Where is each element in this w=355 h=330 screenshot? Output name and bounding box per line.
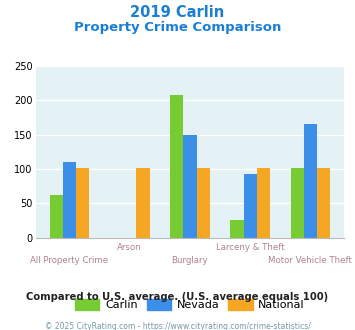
Bar	[76, 168, 89, 238]
Text: Motor Vehicle Theft: Motor Vehicle Theft	[268, 256, 353, 265]
Text: © 2025 CityRating.com - https://www.cityrating.com/crime-statistics/: © 2025 CityRating.com - https://www.city…	[45, 322, 310, 330]
Bar	[317, 168, 330, 238]
Bar	[63, 162, 76, 238]
Text: All Property Crime: All Property Crime	[31, 256, 109, 265]
Text: 2019 Carlin: 2019 Carlin	[130, 5, 225, 20]
Text: Larceny & Theft: Larceny & Theft	[216, 243, 284, 251]
Bar	[183, 135, 197, 238]
Bar	[257, 168, 270, 238]
Text: Property Crime Comparison: Property Crime Comparison	[74, 21, 281, 34]
Bar	[304, 124, 317, 238]
Text: Arson: Arson	[118, 243, 142, 251]
Bar	[50, 195, 63, 238]
Bar	[136, 168, 149, 238]
Text: Burglary: Burglary	[171, 256, 208, 265]
Text: Compared to U.S. average. (U.S. average equals 100): Compared to U.S. average. (U.S. average …	[26, 292, 329, 302]
Bar	[290, 168, 304, 238]
Bar	[244, 174, 257, 238]
Bar	[170, 95, 183, 238]
Bar	[230, 220, 244, 238]
Legend: Carlin, Nevada, National: Carlin, Nevada, National	[71, 295, 309, 314]
Bar	[197, 168, 210, 238]
